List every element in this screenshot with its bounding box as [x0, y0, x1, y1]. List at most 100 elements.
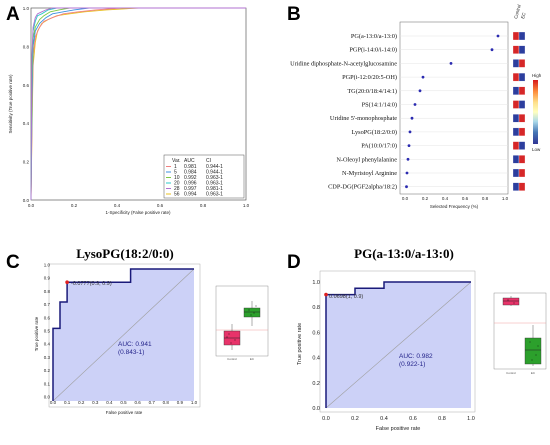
panel-b-colorbar	[533, 80, 538, 144]
panel-b-heat-control-2	[512, 59, 520, 68]
panel-b-heat-cells	[512, 31, 526, 191]
panel-b-dot-0	[496, 34, 500, 38]
panel-b-heat-control-4	[512, 86, 520, 95]
panel-c-x-tick-4: 0.4	[106, 400, 113, 405]
panel-a-legend-auc-5: 0.994	[184, 192, 197, 198]
panel-b-heat-control-11	[512, 182, 520, 191]
panel-c-roc-curve	[52, 268, 194, 401]
panel-a-legend-var-0: 1	[174, 164, 177, 170]
panel-a-x-tick-1: 0.2	[71, 203, 78, 208]
panel-c-x-tick-5: 0.5	[120, 400, 127, 405]
panel-c-ci-text: (0.843-1)	[118, 349, 144, 356]
panel-c-y-tick-6: 0.6	[44, 315, 51, 320]
panel-a-legend-auc-2: 0.992	[184, 175, 197, 181]
panel-b-x-tick-3: 0.6	[462, 196, 469, 201]
panel-d-y-tick-3: 0.6	[312, 330, 320, 336]
panel-a-legend-auc-3: 0.996	[184, 181, 197, 187]
panel-a-legend-auc-0: 0.981	[184, 164, 197, 170]
panel-a-legend-auc-1: 0.984	[184, 170, 197, 176]
panel-c-y-tick-8: 0.8	[44, 289, 51, 294]
panel-a-legend-header-var: Var.	[172, 158, 181, 164]
panel-b: B PG(a-13:0/a-13:0) PGP(i-14:0/i-14:0) U…	[287, 4, 542, 209]
panel-b-dot-5	[413, 103, 417, 106]
panel-d-x-label: False positive rate	[376, 426, 421, 432]
panel-c-x-tick-3: 0.3	[92, 400, 99, 405]
panel-a-legend-var-1: 5	[174, 170, 177, 176]
panel-d-letter: D	[287, 252, 301, 273]
panel-a: A 0.0 0.2 0.4 0.6 0.8 1.0 0.0 0.2 0.4 0.…	[6, 4, 250, 215]
panel-b-heat-ec-11	[518, 182, 526, 191]
panel-a-y-tick-4: 0.8	[23, 44, 30, 49]
panel-a-y-tick-0: 0.0	[23, 198, 30, 203]
panel-a-legend-box	[163, 154, 245, 199]
panel-b-heat-control-5	[512, 100, 520, 109]
panel-a-x-label: 1-Specificity (False positive rate)	[105, 210, 171, 215]
panel-b-heat-ec-0	[518, 31, 526, 41]
panel-a-legend-ci-0: 0.944-1	[206, 164, 223, 170]
panel-c-x-tick-8: 0.8	[163, 400, 170, 405]
panel-a-legend-ci-5: 0.963-1	[206, 192, 223, 198]
panel-d-y-tick-2: 0.4	[312, 356, 320, 362]
panel-d-x-ticks: 0.0 0.2 0.4 0.6 0.8 1.0	[322, 416, 475, 422]
panel-c-y-tick-10: 1.0	[44, 263, 51, 268]
panel-b-heat-header-ec: EC	[520, 11, 527, 19]
panel-a-legend-ci-4: 0.981-1	[206, 186, 223, 192]
panel-c-y-tick-0: 0.0	[44, 395, 51, 400]
panel-a-letter: A	[6, 4, 20, 25]
panel-a-x-tick-0: 0.0	[28, 203, 35, 208]
panel-c-y-tick-5: 0.5	[44, 329, 51, 334]
panel-b-feature-label-2: Uridine diphosphate-N-acetylglucosamine	[290, 60, 397, 67]
panel-c-x-tick-7: 0.7	[149, 400, 156, 405]
panel-a-x-tick-5: 1.0	[243, 203, 250, 208]
panel-b-heat-ec-10	[518, 168, 526, 178]
panel-b-heat-header-control: Control	[513, 4, 522, 19]
panel-b-heat-control-6	[512, 114, 520, 123]
panel-c-optimal-point	[65, 280, 69, 285]
panel-c-y-tick-9: 0.9	[44, 276, 51, 281]
panel-c-x-ticks: 0.0 0.1 0.2 0.3 0.4 0.5 0.6 0.7 0.8 0.9 …	[50, 400, 198, 405]
panel-b-feature-label-11: CDP-DG(PGF2alpha/18:2)	[328, 184, 397, 191]
panel-c-diagonal	[52, 268, 195, 402]
panel-b-heat-control-9	[512, 155, 520, 164]
panel-c-x-tick-10: 1.0	[191, 400, 198, 405]
panel-a-x-tick-2: 0.4	[114, 203, 121, 208]
panel-c-y-tick-3: 0.3	[44, 355, 51, 360]
panel-a-y-tick-5: 1.0	[23, 6, 30, 11]
panel-b-dot-6	[410, 116, 414, 120]
panel-d-y-label: True positive rate	[297, 323, 303, 365]
panel-b-heat-ec-1	[518, 45, 526, 54]
panel-c-y-label: True positive rate	[34, 316, 39, 351]
panel-d-x-tick-5: 1.0	[467, 416, 475, 422]
panel-c-letter: C	[6, 252, 20, 273]
panel-d-y-tick-4: 0.8	[312, 305, 320, 311]
panel-b-feature-label-5: PS(14:1/14:0)	[362, 102, 397, 109]
panel-b-heat-ec-7	[518, 127, 526, 137]
panel-a-legend-ci-3: 0.963-1	[206, 181, 223, 187]
panel-b-row-gridlines	[400, 35, 508, 187]
panel-a-y-label: Sensitivity (True positive rate)	[8, 74, 13, 134]
panel-b-x-tick-4: 0.8	[482, 196, 489, 201]
panel-b-heat-ec-3	[518, 72, 526, 82]
panel-d-x-tick-2: 0.4	[380, 416, 388, 422]
panel-d-x-tick-3: 0.6	[409, 416, 417, 422]
panel-b-colorbar-high: High	[532, 73, 542, 78]
panel-d-y-ticks: 0.0 0.2 0.4 0.6 0.8 1.0	[312, 280, 320, 412]
panel-c-x-tick-6: 0.6	[134, 400, 141, 405]
panel-c-y-tick-7: 0.7	[44, 302, 51, 307]
panel-a-legend-var-3: 20	[174, 181, 180, 187]
panel-b-dot-4	[418, 89, 422, 93]
panel-b-feature-labels: PG(a-13:0/a-13:0) PGP(i-14:0/i-14:0) Uri…	[290, 33, 397, 191]
panel-b-plot-frame	[399, 21, 509, 195]
panel-a-legend-var-5: 56	[174, 192, 180, 198]
panel-d-y-tick-1: 0.2	[312, 381, 320, 387]
panel-c-y-tick-2: 0.2	[44, 368, 51, 373]
panel-b-feature-label-6: Uridine 5'-monophosphate	[330, 115, 397, 122]
panel-a-roc-series-5	[30, 7, 246, 201]
panel-a-legend-var-2: 10	[174, 175, 180, 181]
panel-c-x-tick-9: 0.9	[177, 400, 184, 405]
panel-a-roc-curves	[30, 7, 246, 201]
panel-a-legend-ci-2: 0.963-1	[206, 175, 223, 181]
panel-c-inset-label-ec: EC	[250, 357, 255, 361]
panel-b-x-tick-2: 0.4	[442, 196, 449, 201]
